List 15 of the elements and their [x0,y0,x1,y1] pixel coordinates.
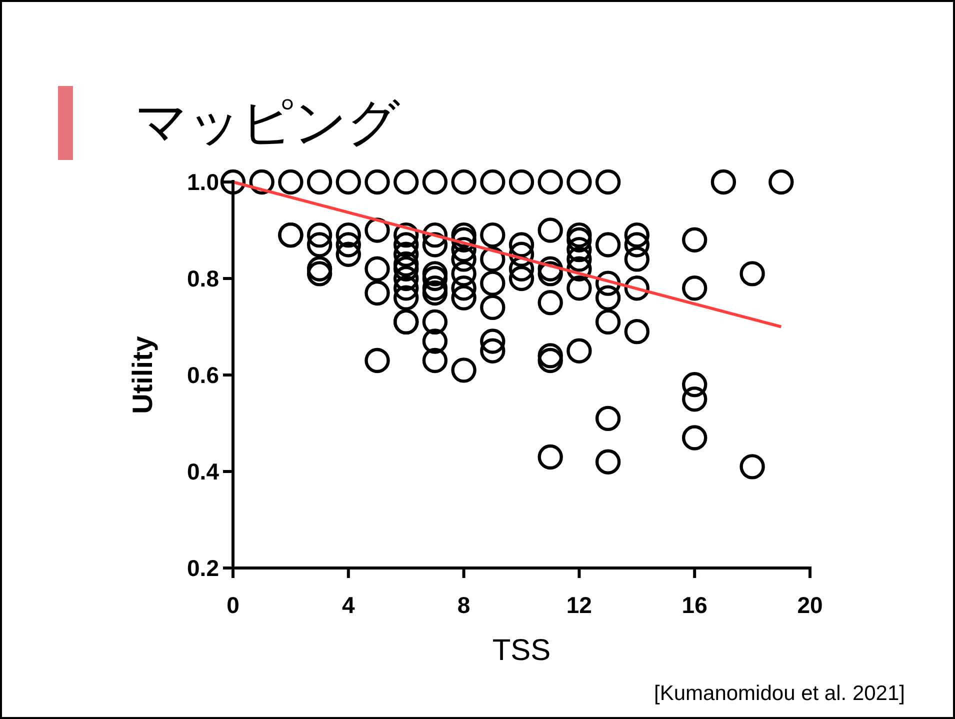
y-tick-label: 0.6 [187,362,219,388]
y-tick-label: 1.0 [187,169,219,195]
x-tick-label: 20 [797,592,823,618]
y-axis-title: Utility [127,336,158,414]
x-tick-label: 8 [457,592,470,618]
y-tick-label: 0.2 [187,555,219,581]
x-tick-label: 12 [566,592,592,618]
x-axis-title: TSS [492,634,551,667]
text: [Kumanomidou et al. 2021] [654,682,905,705]
y-tick-label: 0.8 [187,266,220,292]
x-tick-label: 16 [682,592,708,618]
y-tick-label: 0.4 [187,458,220,484]
x-tick-label: 4 [342,592,355,618]
x-tick-label: 0 [226,592,240,618]
chart-title: マッピング [135,93,401,153]
